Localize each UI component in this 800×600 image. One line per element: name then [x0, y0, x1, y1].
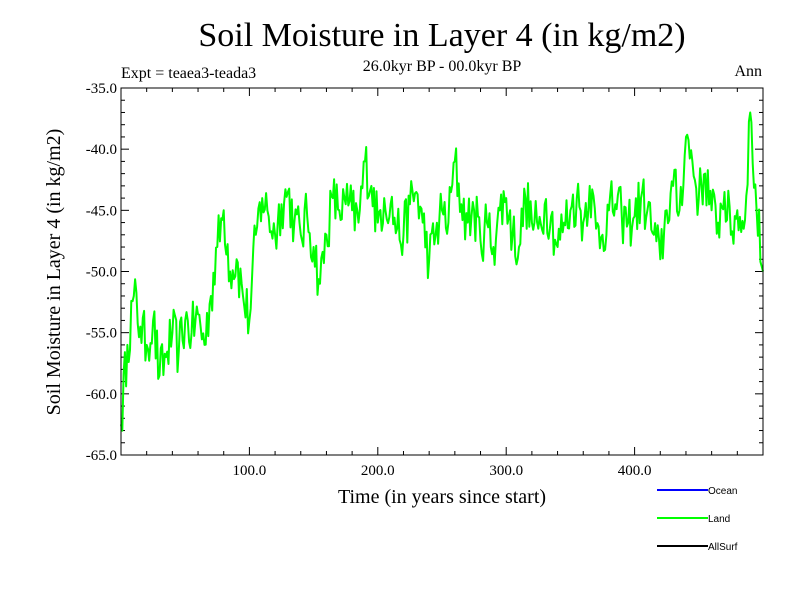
- y-tick-label: -65.0: [86, 448, 117, 464]
- legend-label-allsurf: AllSurf: [708, 542, 738, 553]
- plot-frame: [120, 87, 764, 456]
- season-label: Ann: [734, 63, 762, 80]
- x-tick-label: 200.0: [361, 463, 395, 479]
- time-range-label: 26.0kyr BP - 00.0kyr BP: [363, 58, 522, 75]
- chart-title: Soil Moisture in Layer 4 (in kg/m2): [198, 17, 685, 54]
- x-tick-label: 100.0: [233, 463, 267, 479]
- legend-label-ocean: Ocean: [708, 486, 737, 497]
- data-lines: [120, 111, 764, 432]
- x-tick-label: 400.0: [618, 463, 652, 479]
- x-tick-label: 300.0: [489, 463, 523, 479]
- x-tick-labels: 100.0 200.0 300.0 400.0: [233, 463, 652, 479]
- legend-label-land: Land: [708, 514, 730, 525]
- experiment-label: Expt = teaea3-teada3: [121, 65, 256, 82]
- x-axis-label: Time (in years since start): [338, 486, 546, 508]
- y-axis-label: Soil Moisture in Layer 4 (in kg/m2): [43, 129, 65, 416]
- y-tick-label: -55.0: [86, 326, 117, 342]
- axis-ticks: [121, 87, 763, 456]
- y-tick-label: -40.0: [86, 142, 117, 158]
- series-line-land: [120, 111, 764, 432]
- y-tick-label: -45.0: [86, 203, 117, 219]
- y-tick-label: -50.0: [86, 265, 117, 281]
- legend: Ocean Land AllSurf: [657, 486, 738, 553]
- y-tick-label: -60.0: [86, 387, 117, 403]
- y-tick-labels: -35.0 -40.0 -45.0 -50.0 -55.0 -60.0 -65.0: [86, 81, 117, 464]
- y-tick-label: -35.0: [86, 81, 117, 97]
